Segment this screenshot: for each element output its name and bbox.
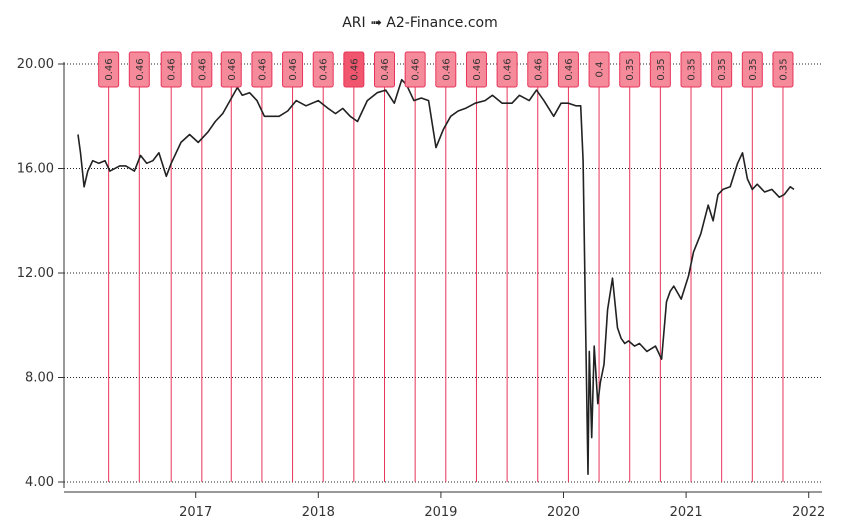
x-tick-label: 2018	[302, 505, 335, 520]
dividend-label: 0.46	[227, 58, 238, 80]
dividend-label: 0.46	[167, 58, 178, 80]
dividend-label: 0.46	[319, 58, 330, 80]
dividend-box	[404, 51, 426, 88]
dividend-label: 0.35	[717, 58, 728, 80]
dividend-label: 0.35	[656, 58, 667, 80]
dividend-label: 0.35	[778, 58, 789, 80]
dividend-label: 0.46	[288, 58, 299, 80]
dividend-box	[128, 51, 150, 88]
dividend-lines	[108, 86, 784, 482]
y-tick-label: 20.00	[17, 57, 54, 72]
dividend-box	[312, 51, 334, 88]
dividend-label: 0.46	[257, 58, 268, 80]
dividend-label: 0.35	[687, 58, 698, 80]
dividend-box	[465, 51, 487, 88]
dividend-label: 0.46	[564, 58, 575, 80]
y-tick-label: 16.00	[17, 162, 54, 177]
dividend-box	[711, 51, 733, 88]
dividend-box	[680, 51, 702, 88]
dividend-box	[772, 51, 794, 88]
y-gridlines	[64, 63, 822, 483]
dividend-box	[557, 51, 579, 88]
dividend-box	[741, 51, 763, 88]
x-tick-label: 2022	[792, 505, 825, 520]
y-tick-label: 8.00	[25, 371, 54, 386]
dividend-box	[588, 51, 610, 88]
dividend-label: 0.4	[595, 62, 606, 78]
dividend-box	[343, 51, 365, 88]
x-ticks: 2017 2018 2019 2020 2021 2022	[179, 492, 825, 520]
dividend-labels: 0.46 0.46 0.46 0.46 0.46 0.46 0.46 0.46 0.46 0.46…	[98, 51, 794, 88]
dividend-label: 0.35	[748, 58, 759, 80]
dividend-box	[220, 51, 242, 88]
dividend-box	[496, 51, 518, 88]
dividend-box	[649, 51, 671, 88]
dividend-label: 0.35	[625, 58, 636, 80]
price-series-line	[77, 78, 795, 475]
dividend-box	[435, 51, 457, 88]
chart-title: ARI ➟ A2-Finance.com	[342, 15, 498, 31]
y-tick-label: 12.00	[17, 266, 54, 281]
dividend-box	[374, 51, 396, 88]
dividend-box	[98, 51, 120, 88]
x-tick-label: 2017	[179, 505, 212, 520]
dividend-box	[282, 51, 304, 88]
x-tick-label: 2020	[547, 505, 580, 520]
axes	[63, 62, 822, 493]
x-tick-label: 2019	[424, 505, 457, 520]
x-tick-label: 2021	[670, 505, 703, 520]
dividend-box	[527, 51, 549, 88]
dividend-label: 0.46	[411, 58, 422, 80]
dividend-label: 0.46	[197, 58, 208, 80]
dividend-box	[191, 51, 213, 88]
dividend-box	[251, 51, 273, 88]
dividend-label: 0.46	[533, 58, 544, 80]
y-ticks: 4.00 8.00 12.00 16.00 20.00	[17, 57, 64, 490]
dividend-label: 0.46	[135, 58, 146, 80]
dividend-label: 0.46	[503, 58, 514, 80]
dividend-label: 0.46	[441, 58, 452, 80]
dividend-label: 0.46	[380, 58, 391, 80]
dividend-label: 0.46	[104, 58, 115, 80]
dividend-box	[619, 51, 641, 88]
dividend-label: 0.46	[349, 58, 360, 80]
y-tick-label: 4.00	[25, 475, 54, 490]
dividend-label: 0.46	[472, 58, 483, 80]
dividend-box	[160, 51, 182, 88]
